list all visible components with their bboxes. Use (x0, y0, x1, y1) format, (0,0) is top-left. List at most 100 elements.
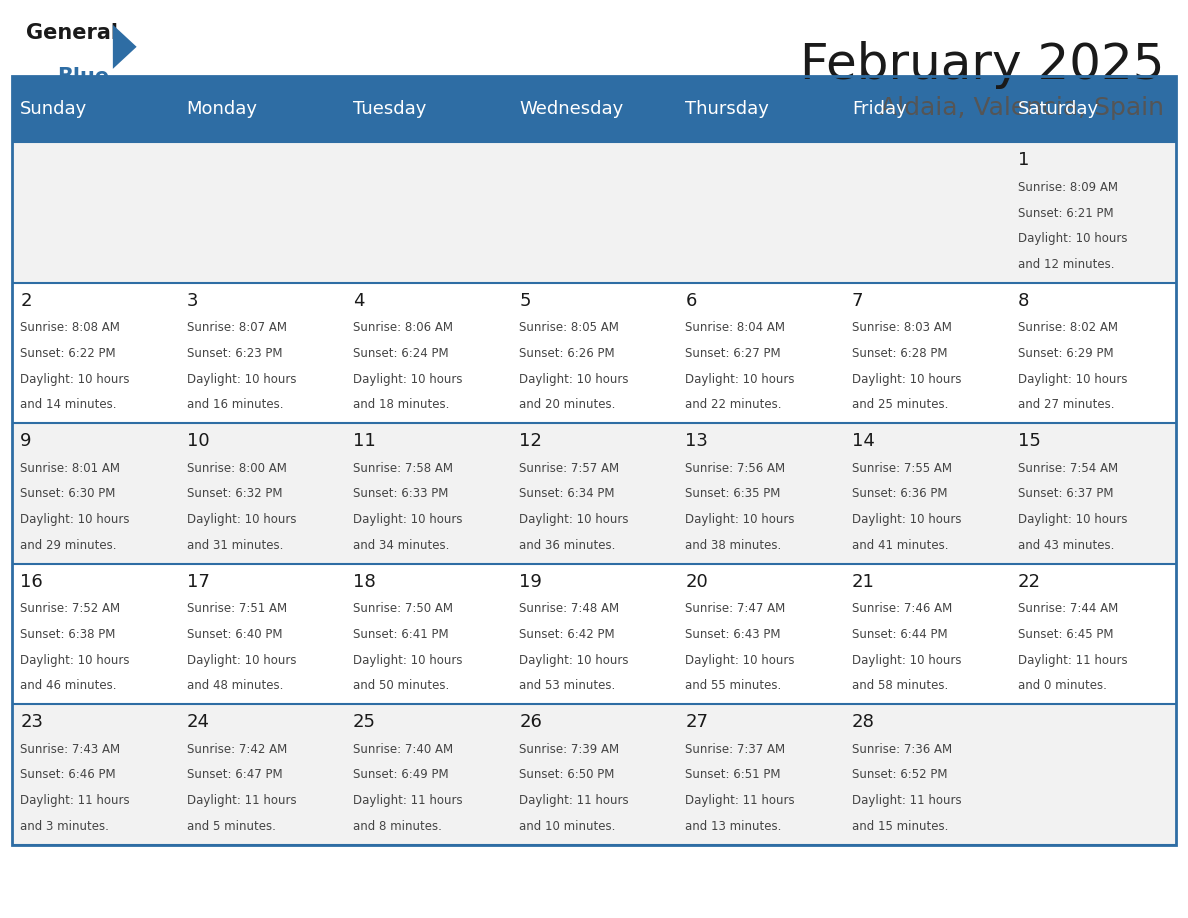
Text: Sunrise: 8:08 AM: Sunrise: 8:08 AM (20, 321, 120, 334)
Text: Sunrise: 8:03 AM: Sunrise: 8:03 AM (852, 321, 952, 334)
FancyBboxPatch shape (12, 564, 178, 704)
Text: Sunrise: 8:05 AM: Sunrise: 8:05 AM (519, 321, 619, 334)
Text: and 20 minutes.: and 20 minutes. (519, 398, 615, 411)
Text: Sunrise: 7:55 AM: Sunrise: 7:55 AM (852, 462, 952, 475)
FancyBboxPatch shape (1010, 76, 1176, 142)
Text: 18: 18 (353, 573, 375, 591)
FancyBboxPatch shape (178, 142, 345, 283)
Text: Daylight: 10 hours: Daylight: 10 hours (685, 373, 795, 386)
Text: Saturday: Saturday (1018, 100, 1099, 118)
FancyBboxPatch shape (843, 423, 1010, 564)
Text: Sunset: 6:47 PM: Sunset: 6:47 PM (187, 768, 282, 781)
Text: Sunrise: 8:02 AM: Sunrise: 8:02 AM (1018, 321, 1118, 334)
Text: Daylight: 11 hours: Daylight: 11 hours (187, 794, 296, 807)
Text: Daylight: 10 hours: Daylight: 10 hours (852, 513, 961, 526)
Text: Sunrise: 7:46 AM: Sunrise: 7:46 AM (852, 602, 952, 615)
FancyBboxPatch shape (178, 283, 345, 423)
Text: 27: 27 (685, 713, 708, 732)
Text: and 27 minutes.: and 27 minutes. (1018, 398, 1114, 411)
Text: 15: 15 (1018, 432, 1041, 451)
Text: Daylight: 10 hours: Daylight: 10 hours (1018, 513, 1127, 526)
Text: and 14 minutes.: and 14 minutes. (20, 398, 116, 411)
FancyBboxPatch shape (677, 564, 843, 704)
Text: Sunrise: 7:40 AM: Sunrise: 7:40 AM (353, 743, 453, 756)
Text: Sunrise: 8:00 AM: Sunrise: 8:00 AM (187, 462, 286, 475)
Text: 13: 13 (685, 432, 708, 451)
FancyBboxPatch shape (1010, 704, 1176, 845)
FancyBboxPatch shape (677, 76, 843, 142)
FancyBboxPatch shape (677, 142, 843, 283)
Text: Daylight: 10 hours: Daylight: 10 hours (353, 373, 462, 386)
FancyBboxPatch shape (1010, 142, 1176, 283)
Text: 8: 8 (1018, 292, 1030, 310)
FancyBboxPatch shape (843, 704, 1010, 845)
Polygon shape (113, 25, 137, 69)
FancyBboxPatch shape (345, 142, 511, 283)
Text: Daylight: 10 hours: Daylight: 10 hours (1018, 232, 1127, 245)
FancyBboxPatch shape (12, 704, 178, 845)
Text: Sunset: 6:40 PM: Sunset: 6:40 PM (187, 628, 282, 641)
FancyBboxPatch shape (843, 76, 1010, 142)
FancyBboxPatch shape (12, 142, 178, 283)
Text: 11: 11 (353, 432, 375, 451)
Text: Sunset: 6:51 PM: Sunset: 6:51 PM (685, 768, 781, 781)
Text: Sunrise: 7:56 AM: Sunrise: 7:56 AM (685, 462, 785, 475)
Text: and 41 minutes.: and 41 minutes. (852, 539, 948, 552)
Text: Sunrise: 8:04 AM: Sunrise: 8:04 AM (685, 321, 785, 334)
Text: and 8 minutes.: and 8 minutes. (353, 820, 442, 833)
Text: Daylight: 11 hours: Daylight: 11 hours (852, 794, 961, 807)
FancyBboxPatch shape (511, 423, 677, 564)
Text: Sunrise: 7:43 AM: Sunrise: 7:43 AM (20, 743, 120, 756)
Text: Monday: Monday (187, 100, 258, 118)
Text: Sunrise: 8:06 AM: Sunrise: 8:06 AM (353, 321, 453, 334)
Text: 9: 9 (20, 432, 32, 451)
Text: Daylight: 10 hours: Daylight: 10 hours (20, 513, 129, 526)
Text: Daylight: 11 hours: Daylight: 11 hours (20, 794, 129, 807)
Text: Sunset: 6:38 PM: Sunset: 6:38 PM (20, 628, 115, 641)
Text: 21: 21 (852, 573, 874, 591)
Text: Daylight: 10 hours: Daylight: 10 hours (353, 513, 462, 526)
Text: 17: 17 (187, 573, 209, 591)
Text: 19: 19 (519, 573, 542, 591)
Text: Sunrise: 7:54 AM: Sunrise: 7:54 AM (1018, 462, 1118, 475)
Text: 4: 4 (353, 292, 365, 310)
Text: 14: 14 (852, 432, 874, 451)
FancyBboxPatch shape (511, 76, 677, 142)
Text: and 34 minutes.: and 34 minutes. (353, 539, 449, 552)
FancyBboxPatch shape (511, 704, 677, 845)
FancyBboxPatch shape (1010, 564, 1176, 704)
Text: 2: 2 (20, 292, 32, 310)
Text: Sunrise: 7:37 AM: Sunrise: 7:37 AM (685, 743, 785, 756)
Text: Daylight: 10 hours: Daylight: 10 hours (20, 654, 129, 666)
Text: Sunset: 6:28 PM: Sunset: 6:28 PM (852, 347, 947, 360)
FancyBboxPatch shape (345, 564, 511, 704)
Text: Daylight: 11 hours: Daylight: 11 hours (1018, 654, 1127, 666)
FancyBboxPatch shape (1010, 423, 1176, 564)
Text: 26: 26 (519, 713, 542, 732)
Text: and 31 minutes.: and 31 minutes. (187, 539, 283, 552)
Text: 25: 25 (353, 713, 375, 732)
Text: Thursday: Thursday (685, 100, 770, 118)
Text: Aldaia, Valencia, Spain: Aldaia, Valencia, Spain (880, 96, 1164, 120)
Text: and 29 minutes.: and 29 minutes. (20, 539, 116, 552)
FancyBboxPatch shape (843, 283, 1010, 423)
Text: Sunrise: 8:09 AM: Sunrise: 8:09 AM (1018, 181, 1118, 194)
Text: Sunset: 6:36 PM: Sunset: 6:36 PM (852, 487, 947, 500)
Text: Daylight: 10 hours: Daylight: 10 hours (187, 654, 296, 666)
Text: and 46 minutes.: and 46 minutes. (20, 679, 116, 692)
Text: and 50 minutes.: and 50 minutes. (353, 679, 449, 692)
Text: 24: 24 (187, 713, 209, 732)
Text: Daylight: 10 hours: Daylight: 10 hours (519, 513, 628, 526)
Text: Daylight: 11 hours: Daylight: 11 hours (685, 794, 795, 807)
Text: Sunset: 6:49 PM: Sunset: 6:49 PM (353, 768, 448, 781)
Text: and 0 minutes.: and 0 minutes. (1018, 679, 1107, 692)
Text: 10: 10 (187, 432, 209, 451)
Text: 23: 23 (20, 713, 43, 732)
Text: Daylight: 10 hours: Daylight: 10 hours (519, 654, 628, 666)
Text: Sunrise: 7:52 AM: Sunrise: 7:52 AM (20, 602, 120, 615)
Text: and 10 minutes.: and 10 minutes. (519, 820, 615, 833)
FancyBboxPatch shape (345, 283, 511, 423)
Text: Sunset: 6:37 PM: Sunset: 6:37 PM (1018, 487, 1113, 500)
Text: Sunset: 6:52 PM: Sunset: 6:52 PM (852, 768, 947, 781)
Text: and 58 minutes.: and 58 minutes. (852, 679, 948, 692)
